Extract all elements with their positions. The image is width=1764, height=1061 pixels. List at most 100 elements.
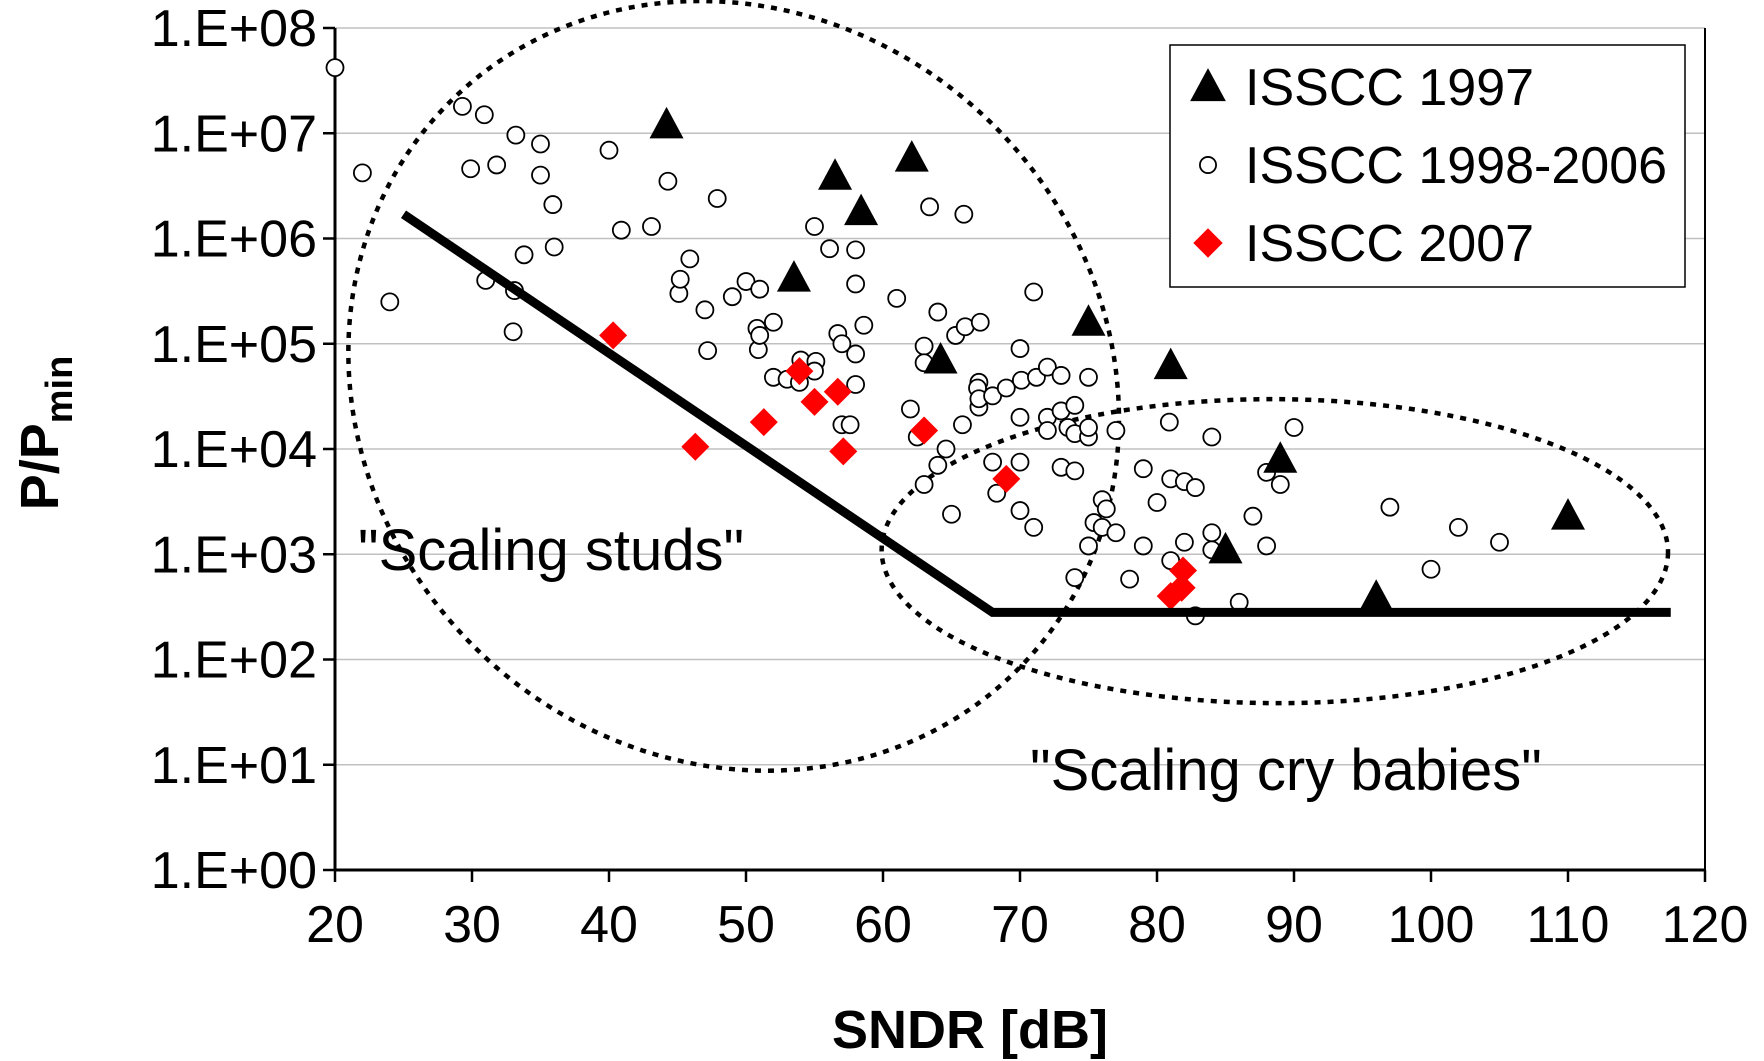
- point-s0-0: [649, 106, 684, 139]
- legend: ISSCC 1997 ISSCC 1998-2006 ISSCC 2007: [1169, 44, 1686, 288]
- point-s1-8: [503, 322, 523, 342]
- y-axis-title-main: P/P: [10, 423, 70, 510]
- point-s1-89: [1065, 568, 1085, 587]
- point-s1-18: [642, 217, 661, 236]
- point-s1-1: [352, 163, 372, 183]
- point-s1-44: [840, 415, 860, 435]
- point-s2-5: [823, 377, 852, 406]
- xtick-label-6: 80: [1128, 896, 1186, 954]
- region-ellipses: [346, 0, 1671, 773]
- point-s1-101: [1106, 523, 1126, 543]
- point-s1-47: [846, 375, 865, 394]
- point-s1-75: [1010, 501, 1030, 520]
- point-s1-33: [764, 312, 783, 332]
- point-s1-48: [846, 274, 865, 294]
- point-s1-26: [722, 287, 742, 307]
- point-s1-105: [1133, 459, 1153, 479]
- point-s1-87: [1051, 366, 1071, 385]
- series-0: [649, 106, 1585, 611]
- point-s0-7: [1153, 347, 1188, 380]
- point-s1-10: [506, 125, 526, 145]
- point-s1-74: [1010, 452, 1030, 472]
- point-s1-46: [846, 344, 865, 364]
- legend-marker-0: [1190, 68, 1226, 102]
- point-s1-24: [698, 341, 718, 361]
- data-points: [325, 58, 1585, 626]
- bound-line-layer: [400, 210, 1671, 617]
- point-s1-60: [936, 439, 956, 459]
- xtick-label-10: 120: [1662, 896, 1749, 954]
- point-s1-110: [1175, 532, 1194, 552]
- point-s1-121: [1270, 475, 1290, 494]
- point-s1-21: [670, 269, 690, 289]
- point-s1-12: [531, 165, 550, 185]
- xtick-label-1: 30: [443, 896, 501, 954]
- point-s1-102: [1106, 421, 1126, 440]
- point-s0-11: [1551, 498, 1585, 530]
- point-s1-126: [1490, 532, 1509, 552]
- point-s1-37: [805, 217, 824, 236]
- point-s0-1: [818, 158, 853, 190]
- point-s1-78: [1011, 370, 1031, 390]
- point-s1-70: [983, 386, 1002, 406]
- point-s1-82: [1038, 357, 1057, 377]
- point-s1-122: [1284, 418, 1304, 437]
- point-s1-71: [983, 452, 1002, 472]
- point-s1-53: [914, 336, 934, 356]
- point-s1-106: [1147, 493, 1167, 512]
- point-s1-56: [914, 475, 934, 494]
- point-s1-123: [1380, 497, 1400, 517]
- xtick-label-5: 70: [991, 896, 1049, 954]
- point-s1-84: [1038, 421, 1057, 440]
- point-s1-3: [453, 96, 472, 116]
- ytick-label-7: 1.E+07: [151, 105, 317, 163]
- point-s2-2: [749, 408, 778, 437]
- y-axis-title-sub: min: [39, 356, 81, 424]
- xtick-label-9: 110: [1527, 896, 1610, 954]
- annotation-scaling-cry-babies: "Scaling cry babies": [1030, 738, 1542, 803]
- xtick-label-2: 40: [580, 896, 638, 954]
- point-s0-6: [1071, 304, 1106, 336]
- scaling-cry-babies-region: [879, 396, 1671, 706]
- y-axis-title: P/Pmin: [10, 356, 81, 511]
- x-tick-labels: 20 30 40 50 60 70 80 90 100 110 120: [306, 870, 1748, 954]
- point-s1-104: [1133, 536, 1153, 556]
- point-s1-114: [1202, 427, 1222, 447]
- xtick-label-8: 100: [1388, 896, 1475, 954]
- legend-box: [1169, 44, 1686, 288]
- point-s1-100: [1096, 499, 1116, 519]
- point-s1-103: [1120, 569, 1139, 589]
- point-s1-72: [987, 483, 1007, 503]
- point-s1-0: [325, 58, 345, 78]
- point-s1-19: [658, 171, 678, 191]
- ytick-label-6: 1.E+06: [151, 211, 317, 269]
- point-s1-96: [1079, 367, 1098, 387]
- point-s1-55: [920, 197, 939, 217]
- point-s1-57: [928, 455, 948, 475]
- point-s1-62: [953, 415, 972, 435]
- point-s2-11: [1169, 556, 1198, 585]
- point-s1-16: [599, 140, 619, 160]
- point-s0-2: [844, 193, 879, 226]
- xtick-label-3: 50: [717, 896, 775, 954]
- xtick-label-0: 20: [306, 896, 364, 954]
- legend-items: ISSCC 1997 ISSCC 1998-2006 ISSCC 2007: [1190, 59, 1667, 273]
- point-s1-31: [750, 326, 770, 345]
- ytick-label-3: 1.E+03: [151, 526, 317, 584]
- point-s1-15: [544, 237, 564, 257]
- point-s1-112: [1185, 478, 1205, 497]
- point-s1-118: [1243, 506, 1263, 526]
- point-s1-42: [832, 334, 852, 354]
- x-axis-title: SNDR [dB]: [832, 1000, 1108, 1060]
- point-s1-51: [901, 399, 920, 419]
- legend-label-2: ISSCC 2007: [1245, 215, 1534, 273]
- point-s1-45: [846, 240, 865, 260]
- point-s2-3: [785, 357, 814, 386]
- xtick-label-7: 90: [1265, 896, 1323, 954]
- point-s1-115: [1202, 523, 1222, 543]
- point-s2-1: [681, 432, 710, 461]
- point-s2-10: [1167, 573, 1196, 602]
- point-s0-3: [894, 140, 929, 172]
- ytick-label-1: 1.E+01: [151, 737, 317, 795]
- ytick-label-2: 1.E+02: [151, 632, 317, 690]
